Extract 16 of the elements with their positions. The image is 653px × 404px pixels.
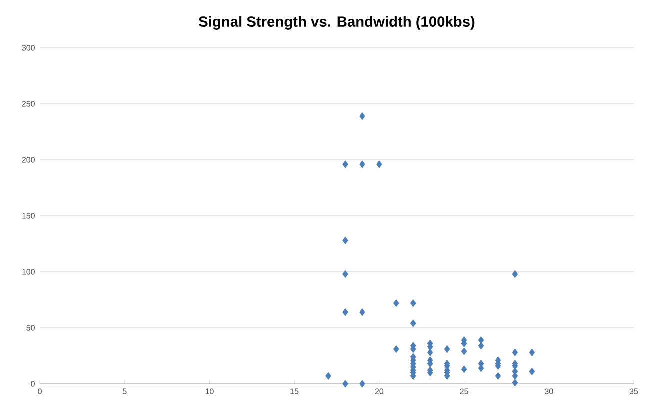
- y-tick-label: 250: [22, 101, 35, 107]
- y-tick-label: 0: [31, 381, 35, 387]
- y-tick-label: 100: [22, 269, 35, 275]
- x-tick-label: 15: [290, 388, 299, 394]
- x-tick-label: 30: [545, 388, 554, 394]
- chart-title: Signal Strength vs. Bandwidth (100kbs): [199, 16, 475, 30]
- x-tick-label: 10: [206, 388, 214, 394]
- y-tick-label: 300: [22, 45, 35, 51]
- x-tick-label: 20: [375, 388, 384, 394]
- x-tick-label: 25: [460, 388, 468, 394]
- x-tick-label: 0: [38, 388, 42, 394]
- y-tick-label: 150: [22, 213, 35, 219]
- y-tick-label: 200: [22, 157, 35, 163]
- x-tick-label: 5: [122, 388, 127, 394]
- x-tick-label: 35: [630, 388, 638, 394]
- y-tick-label: 50: [26, 325, 35, 331]
